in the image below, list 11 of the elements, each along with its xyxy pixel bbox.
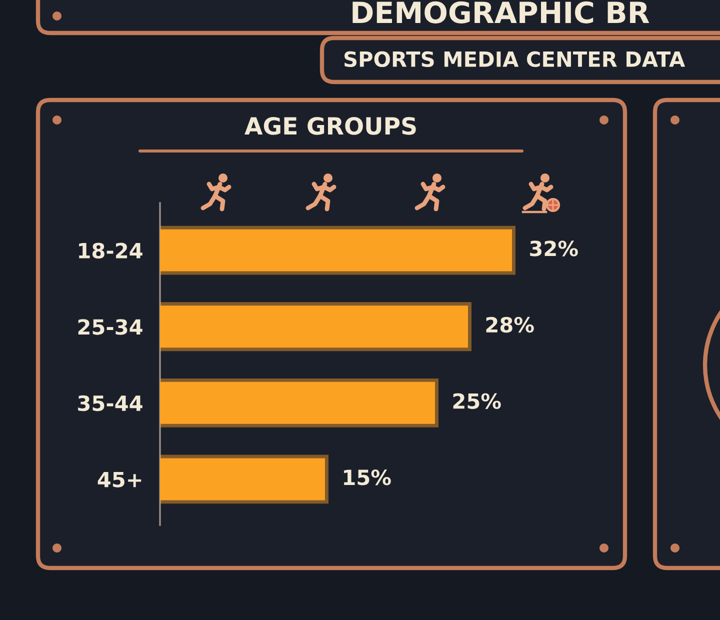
data-label: 28%: [486, 316, 534, 333]
data-label: 25%: [453, 393, 501, 409]
y-tick-label: 18-24: [79, 242, 142, 259]
y-tick-label: 45+: [98, 472, 142, 488]
y-tick-label: 25-34: [78, 319, 142, 335]
chart-title: AGE GROUPS: [244, 116, 416, 135]
data-label: 32%: [530, 240, 578, 256]
y-tick-label: 35-44: [78, 395, 142, 412]
text: DEMOGRAPHIC BR: [352, 1, 650, 24]
data-label: 15%: [344, 470, 391, 486]
text: SPORTS MEDIA CENTER DATA: [344, 51, 686, 68]
